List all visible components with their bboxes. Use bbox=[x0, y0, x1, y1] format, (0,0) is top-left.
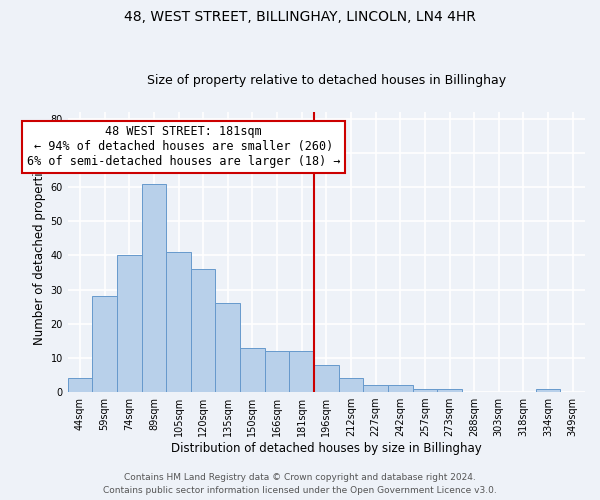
X-axis label: Distribution of detached houses by size in Billinghay: Distribution of detached houses by size … bbox=[171, 442, 482, 455]
Text: 48 WEST STREET: 181sqm
← 94% of detached houses are smaller (260)
6% of semi-det: 48 WEST STREET: 181sqm ← 94% of detached… bbox=[27, 126, 340, 168]
Bar bbox=[215, 303, 240, 392]
Bar bbox=[314, 364, 338, 392]
Bar bbox=[166, 252, 191, 392]
Bar bbox=[289, 351, 314, 392]
Bar bbox=[536, 388, 560, 392]
Y-axis label: Number of detached properties: Number of detached properties bbox=[33, 159, 46, 345]
Bar bbox=[117, 256, 142, 392]
Text: 48, WEST STREET, BILLINGHAY, LINCOLN, LN4 4HR: 48, WEST STREET, BILLINGHAY, LINCOLN, LN… bbox=[124, 10, 476, 24]
Bar bbox=[388, 385, 413, 392]
Title: Size of property relative to detached houses in Billinghay: Size of property relative to detached ho… bbox=[147, 74, 506, 87]
Bar bbox=[240, 348, 265, 392]
Bar bbox=[191, 269, 215, 392]
Bar bbox=[413, 388, 437, 392]
Bar bbox=[363, 385, 388, 392]
Text: Contains HM Land Registry data © Crown copyright and database right 2024.
Contai: Contains HM Land Registry data © Crown c… bbox=[103, 474, 497, 495]
Bar bbox=[142, 184, 166, 392]
Bar bbox=[437, 388, 462, 392]
Bar bbox=[68, 378, 92, 392]
Bar bbox=[265, 351, 289, 392]
Bar bbox=[338, 378, 363, 392]
Bar bbox=[92, 296, 117, 392]
